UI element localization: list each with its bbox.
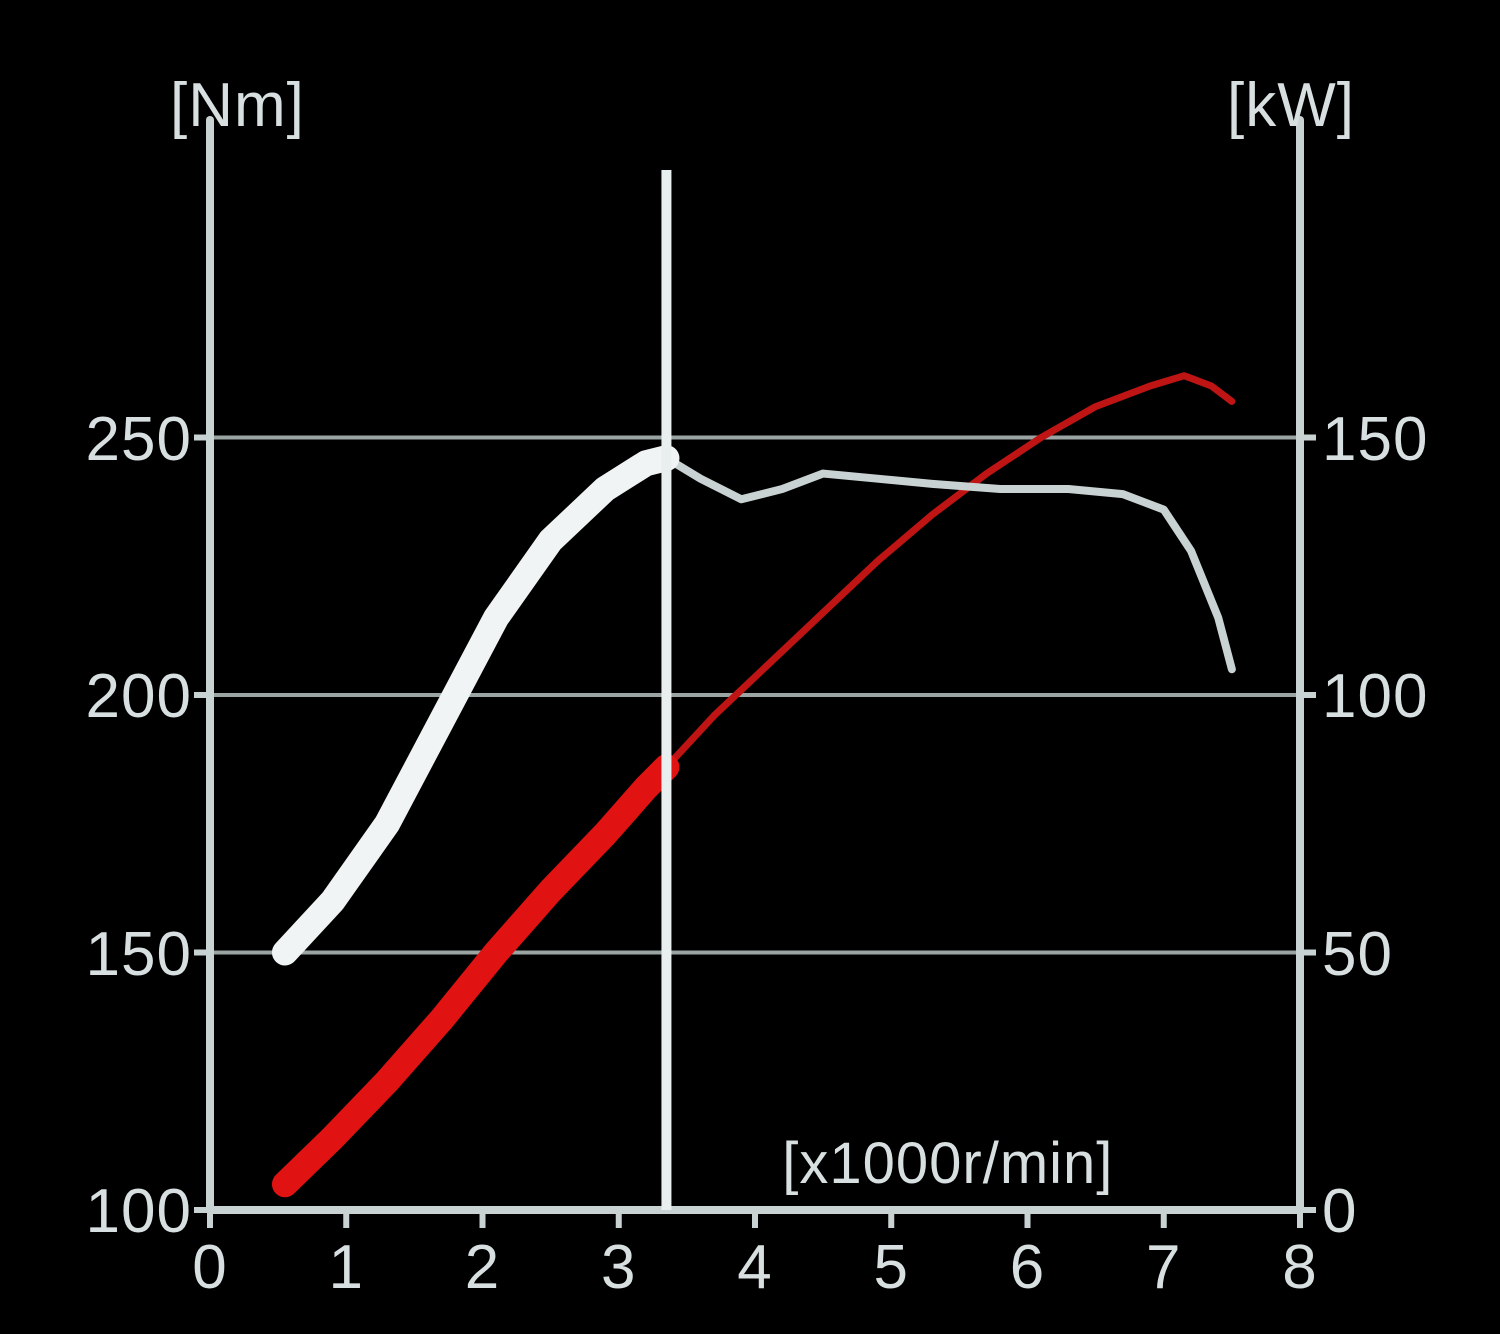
x-tick-7: 7 [1144, 1232, 1184, 1303]
y-left-tick-100: 100 [86, 1176, 192, 1247]
chart-svg [0, 0, 1500, 1334]
y-right-tick-150: 150 [1322, 404, 1428, 475]
x-tick-5: 5 [871, 1232, 911, 1303]
x-tick-1: 1 [326, 1232, 366, 1303]
y-left-tick-250: 250 [86, 404, 192, 475]
dyno-chart: [Nm] [kW] [x1000r/min] 0 1 2 3 4 5 6 7 8 100 150 20… [0, 0, 1500, 1334]
x-tick-4: 4 [735, 1232, 775, 1303]
y-right-label: [kW] [1227, 70, 1355, 141]
x-tick-0: 0 [190, 1232, 230, 1303]
x-tick-6: 6 [1008, 1232, 1048, 1303]
x-axis-label: [x1000r/min] [782, 1130, 1113, 1197]
y-right-tick-100: 100 [1322, 661, 1428, 732]
y-left-label: [Nm] [170, 70, 305, 141]
y-right-tick-0: 0 [1322, 1176, 1357, 1247]
x-tick-8: 8 [1280, 1232, 1320, 1303]
y-left-tick-200: 200 [86, 661, 192, 732]
x-tick-3: 3 [599, 1232, 639, 1303]
y-right-tick-50: 50 [1322, 919, 1393, 990]
y-left-tick-150: 150 [86, 919, 192, 990]
x-tick-2: 2 [463, 1232, 503, 1303]
